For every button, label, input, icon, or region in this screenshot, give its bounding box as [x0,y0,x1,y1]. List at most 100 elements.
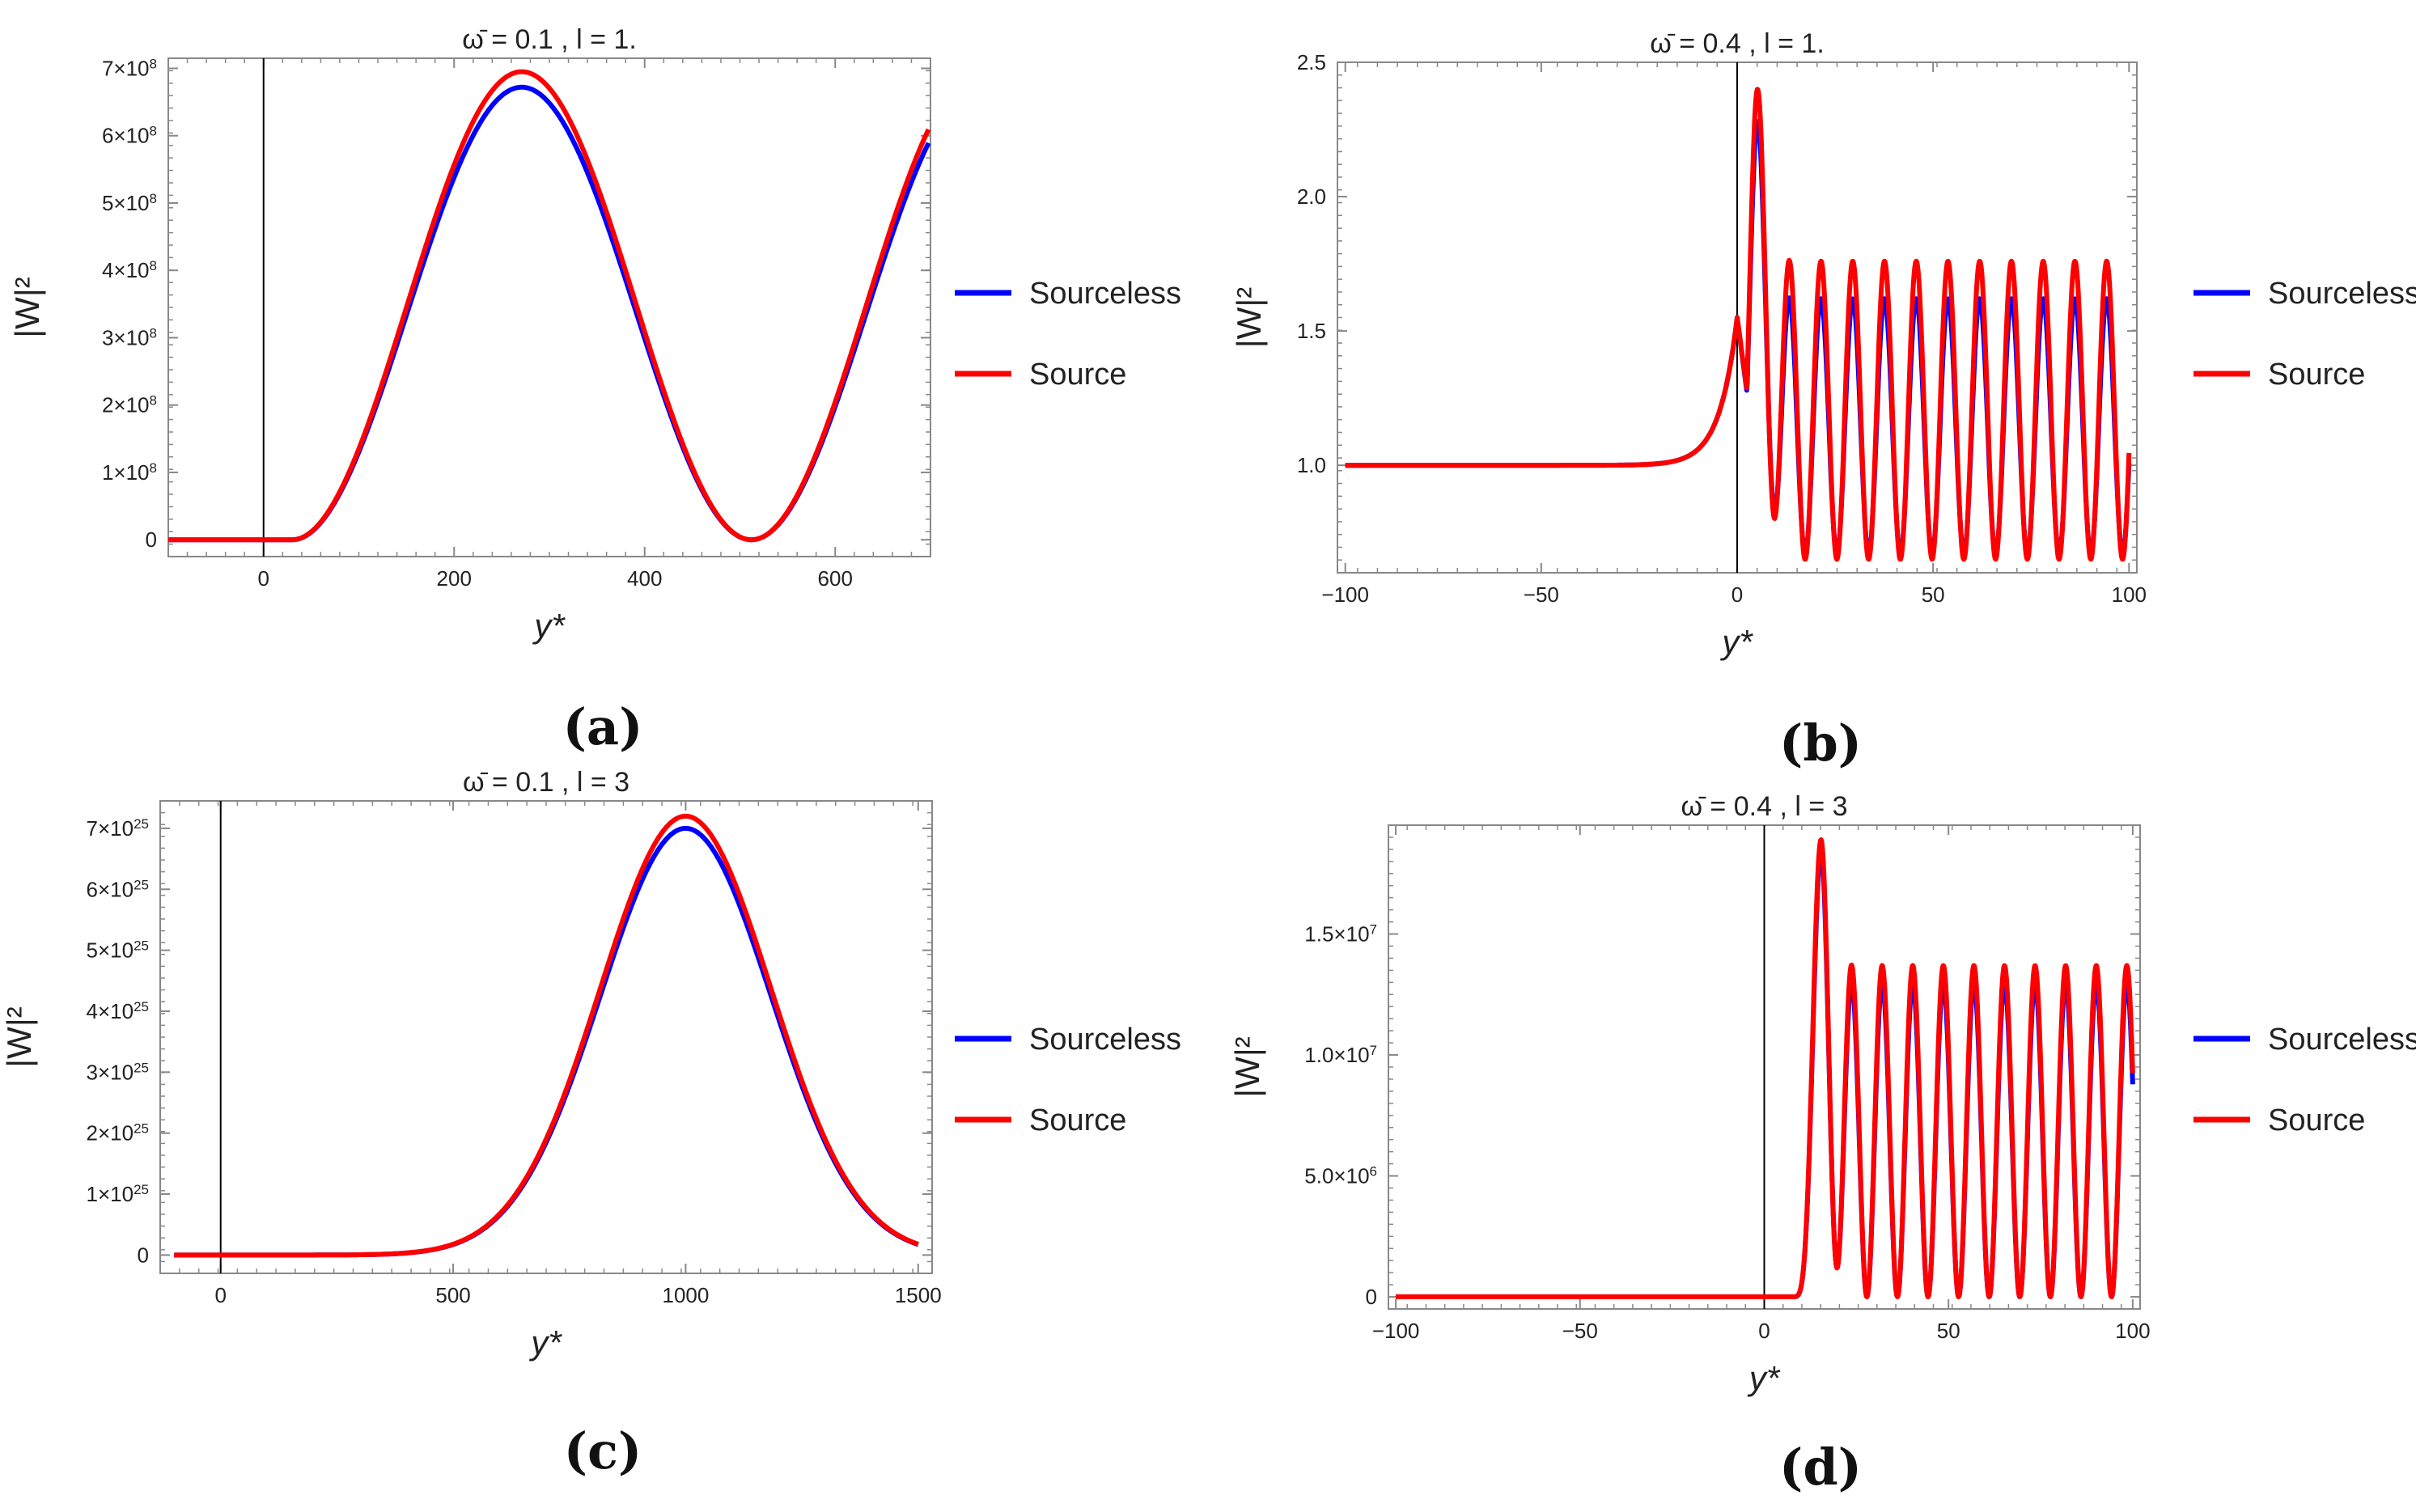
y-tick-label: 5×1025 [87,938,150,963]
y-tick-label: 5×108 [102,190,157,215]
y-axis-label: |W|² [1230,287,1268,348]
y-tick-label-exp: 25 [134,1060,149,1075]
x-tick-label: 100 [2112,582,2147,607]
x-tick-label: 1000 [662,1283,709,1307]
y-axis-label: |W|² [0,1006,38,1067]
y-tick-label-exp: 8 [150,460,157,475]
y-tick-label: 0 [146,527,157,552]
chart-b: −100 −50 0 50 100 1.0 1.5 2.0 2.5 ω̄ = 0.4 , l = … [1230,28,2416,661]
x-tick-label: 0 [1731,582,1743,607]
series-line-source [166,69,931,543]
panel-d: −100 −50 0 50 100 0 5.0×106 1.0×107 1.5×107 ω̄ = … [1208,754,2416,1508]
series-line-sourceless [172,825,921,1258]
chart-title: ω̄ = 0.4 , l = 1. [1650,28,1825,59]
series-line-sourceless [166,84,931,543]
y-tick-label-exp: 25 [134,877,149,892]
chart-title: ω̄ = 0.4 , l = 3 [1681,791,1847,822]
y-tick-label-exp: 25 [134,815,149,831]
y-tick-label-exp: 7 [1370,921,1377,937]
y-tick-label: 1.0×107 [1304,1043,1377,1068]
x-tick-label: −50 [1524,582,1559,607]
plot-frame [159,800,933,1274]
panel-b: −100 −50 0 50 100 1.0 1.5 2.0 2.5 ω̄ = 0.4 , l = … [1208,0,2416,754]
x-axis-label: y* [1747,1359,1781,1397]
series-line-source [172,813,921,1258]
y-tick-label-exp: 8 [150,325,157,341]
legend-label-source: Source [2268,1103,2365,1137]
x-tick-label: 0 [258,566,269,591]
y-tick-label-exp: 25 [134,1120,149,1136]
chart-a: 0 200 400 600 0 1×108 2×108 3×108 4×108 5×108 6×10… [8,24,1181,645]
x-tick-label: 500 [435,1283,470,1307]
y-tick-label: 4×1025 [87,998,150,1023]
legend-label-source: Source [1029,1103,1126,1137]
minor-ticks [160,801,932,1273]
y-tick-label-exp: 25 [134,1182,149,1197]
x-tick-label: 50 [1937,1319,1960,1343]
x-axis-label: y* [1719,623,1753,661]
y-tick-label-exp: 8 [150,190,157,205]
legend-label-source: Source [2268,358,2365,392]
x-tick-label: 200 [437,566,472,591]
y-tick-label-exp: 25 [134,998,149,1014]
chart-c: 0 500 1000 1500 0 1×1025 2×1025 3×1025 4×1025 5×1… [0,767,1181,1362]
legend-label-sourceless: Sourceless [1029,1023,1181,1057]
legend-label-sourceless: Sourceless [2268,277,2416,311]
panel-a: 0 200 400 600 0 1×108 2×108 3×108 4×108 5×108 6×10… [0,0,1208,754]
y-tick-label: 3×1025 [87,1060,150,1085]
x-tick-label: 0 [214,1283,226,1307]
y-tick-label: 2.5 [1297,50,1326,74]
y-tick-label: 7×108 [102,56,157,81]
y-tick-label: 1.5 [1297,319,1326,343]
y-tick-label: 6×1025 [87,877,150,902]
x-tick-label: 600 [818,566,853,591]
x-axis-label: y* [528,1324,562,1362]
x-tick-label: −100 [1321,582,1369,607]
series-line-source [1393,837,2135,1299]
plot-frame [167,57,931,557]
panel-c: 0 500 1000 1500 0 1×1025 2×1025 3×1025 4×1025 5×1… [0,754,1208,1508]
caption-a: (a) [562,697,643,756]
y-tick-label: 2×108 [102,392,157,417]
x-axis-label: y* [532,607,566,645]
y-tick-label: 6×108 [102,123,157,148]
y-tick-label-exp: 6 [1370,1163,1377,1179]
y-tick-label: 0 [138,1243,149,1267]
y-axis-label: |W|² [1228,1036,1266,1097]
y-tick-label-exp: 8 [150,56,157,71]
y-tick-label: 1×108 [102,460,157,485]
series-line-source [1343,87,2132,562]
y-tick-label: 5.0×106 [1304,1163,1377,1188]
y-tick-label-exp: 7 [1370,1043,1377,1058]
caption-d: (d) [1778,1438,1863,1497]
legend-label-sourceless: Sourceless [2268,1023,2416,1057]
y-tick-label-exp: 8 [150,258,157,273]
y-tick-label: 1.0 [1297,453,1326,477]
caption-c: (c) [563,1421,642,1480]
y-tick-label-exp: 8 [150,392,157,408]
y-tick-label-exp: 8 [150,123,157,138]
y-tick-label: 1×1025 [87,1182,150,1207]
y-tick-label: 7×1025 [87,815,150,841]
x-tick-label: −50 [1562,1319,1598,1343]
x-tick-label: −100 [1372,1319,1420,1343]
legend-label-sourceless: Sourceless [1029,277,1181,311]
chart-d: −100 −50 0 50 100 0 5.0×106 1.0×107 1.5×107 ω̄ = … [1228,791,2416,1397]
x-tick-label: 0 [1758,1319,1770,1343]
y-axis-label: |W|² [8,277,46,337]
y-tick-label: 2×1025 [87,1120,150,1146]
x-tick-label: 1500 [895,1283,942,1307]
x-tick-label: 100 [2115,1319,2150,1343]
x-tick-label: 50 [1922,582,1945,607]
y-tick-label: 1.5×107 [1304,921,1377,947]
chart-title: ω̄ = 0.1 , l = 3 [463,767,629,798]
x-tick-label: 400 [627,566,662,591]
y-tick-label: 2.0 [1297,184,1326,209]
y-tick-label: 0 [1366,1285,1377,1309]
minor-ticks [1337,62,2137,573]
caption-b: (b) [1778,714,1863,773]
y-tick-label: 3×108 [102,325,157,350]
y-tick-label: 4×108 [102,258,157,283]
minor-ticks [168,58,930,557]
y-tick-label-exp: 25 [134,938,149,953]
